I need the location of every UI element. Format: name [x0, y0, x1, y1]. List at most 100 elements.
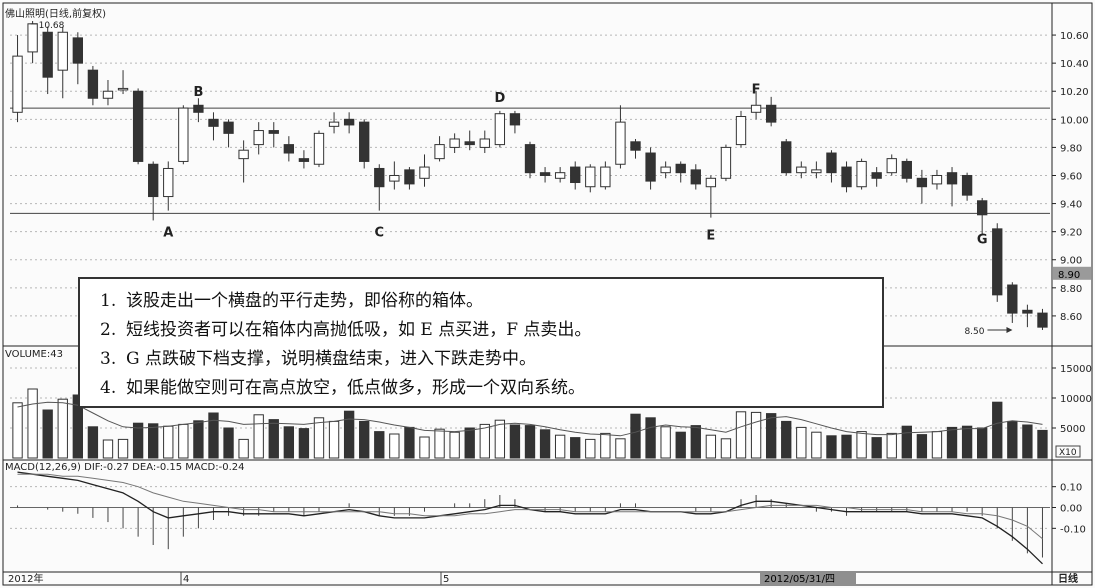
period-label: 日线: [1058, 572, 1078, 585]
volume-tick-label: 15000: [1060, 364, 1092, 375]
time-label: 2012年: [8, 572, 43, 585]
candle-down: [765, 104, 777, 123]
macd-dif-line: [17, 471, 1043, 565]
macd-label: MACD(12,26,9) DIF:-0.27 DEA:-0.15 MACD:-…: [5, 462, 245, 473]
volume-bar-up: [389, 433, 400, 459]
volume-bar-down: [1007, 420, 1018, 459]
candle-up: [796, 166, 807, 174]
candle-up: [27, 23, 38, 53]
min-price-label: 8.50: [964, 327, 984, 337]
volume-bar-up: [238, 438, 249, 459]
price-tick-label: 10.60: [1060, 31, 1089, 42]
candle-up: [600, 166, 611, 188]
candle-down: [630, 141, 641, 151]
point-label-d: D: [494, 91, 505, 106]
volume-bar-down: [841, 434, 852, 459]
volume-bar-down: [374, 431, 385, 459]
volume-bar-down: [298, 428, 310, 459]
candle-down: [464, 141, 475, 146]
candle-up: [328, 121, 340, 127]
price-tick-label: 9.20: [1060, 228, 1082, 239]
candle-down: [509, 113, 521, 126]
current-price-tag-text: 8.90: [1058, 270, 1080, 281]
volume-bar-up: [479, 423, 490, 459]
candle-up: [886, 158, 897, 174]
volume-bar-down: [901, 425, 912, 459]
volume-bar-down: [645, 417, 656, 459]
price-tick-label: 10.00: [1060, 115, 1089, 126]
volume-bar-down: [524, 425, 536, 459]
candle-up: [494, 113, 506, 146]
point-label-f: F: [752, 82, 761, 97]
volume-bar-down: [343, 410, 355, 459]
candle-down: [946, 172, 958, 185]
candle-up: [57, 31, 68, 71]
current-price-tag: [1053, 266, 1091, 280]
volume-bar-up: [163, 425, 174, 459]
volume-bar-down: [916, 434, 928, 459]
candle-down: [524, 144, 536, 174]
volume-bar-down: [268, 419, 279, 459]
candle-up: [479, 138, 490, 148]
price-tick-label: 8.60: [1060, 312, 1082, 323]
price-tick-label: 10.40: [1060, 59, 1089, 70]
candle-down: [841, 166, 852, 188]
candle-up: [12, 55, 23, 113]
candle-up: [419, 166, 430, 179]
candle-down: [42, 31, 53, 78]
point-label-b: B: [193, 85, 203, 100]
chart-title: 佛山照明(日线,前复权): [5, 9, 106, 20]
volume-bar-down: [223, 427, 234, 459]
candle-down: [977, 200, 988, 216]
candle-down: [359, 121, 370, 162]
volume-bar-down: [781, 420, 792, 459]
volume-bar-down: [148, 423, 159, 459]
volume-bar-up: [811, 431, 822, 459]
candle-down: [87, 69, 99, 99]
volume-bar-up: [494, 419, 506, 459]
candle-down: [298, 158, 310, 162]
candle-down: [916, 177, 928, 188]
candle-up: [434, 144, 445, 160]
candle-up: [615, 121, 626, 165]
candle-down: [539, 172, 551, 176]
candle-down: [1022, 309, 1033, 314]
candle-down: [374, 167, 385, 188]
current-date-highlight: [760, 573, 856, 585]
volume-bar-down: [464, 427, 475, 459]
candle-up: [931, 174, 943, 185]
volume-bar-down: [675, 431, 686, 459]
candle-up: [585, 166, 596, 188]
candle-up: [389, 174, 400, 182]
volume-tick-label: 5000: [1060, 424, 1085, 435]
volume-bar-down: [193, 420, 204, 459]
candle-up: [660, 166, 671, 174]
candle-down: [961, 174, 973, 196]
candle-down: [404, 169, 415, 185]
volume-bar-up: [178, 423, 189, 459]
candle-up: [117, 87, 129, 91]
note-line-2: 2. 短线投资者可以在箱体内高抛低吸，如 E 点买进，F 点卖出。: [100, 316, 882, 345]
candle-up: [750, 104, 762, 113]
candle-down: [148, 163, 159, 198]
candle-down: [1007, 284, 1018, 314]
candle-up: [313, 132, 325, 165]
note-text: 该股走出一个横盘的平行走势，即俗称的箱体。: [126, 291, 483, 311]
note-line-4: 4. 如果能做空则可在高点放空，低点做多，形成一个双向系统。: [100, 374, 882, 403]
price-tick-label: 9.00: [1060, 256, 1082, 267]
candle-up: [163, 167, 174, 198]
volume-bar-up: [886, 432, 897, 459]
candle-up: [705, 177, 717, 188]
volume-bar-down: [977, 427, 988, 459]
volume-bar-up: [585, 438, 596, 459]
note-text: 如果能做空则可在高点放空，低点做多，形成一个双向系统。: [126, 378, 585, 398]
volume-bar-down: [871, 437, 882, 459]
volume-bar-down: [72, 394, 83, 459]
volume-bar-up: [102, 439, 114, 459]
candle-up: [856, 160, 867, 188]
macd-tick-label: 0.10: [1060, 483, 1082, 494]
note-number: 3.: [100, 349, 117, 369]
candle-up: [554, 172, 566, 179]
